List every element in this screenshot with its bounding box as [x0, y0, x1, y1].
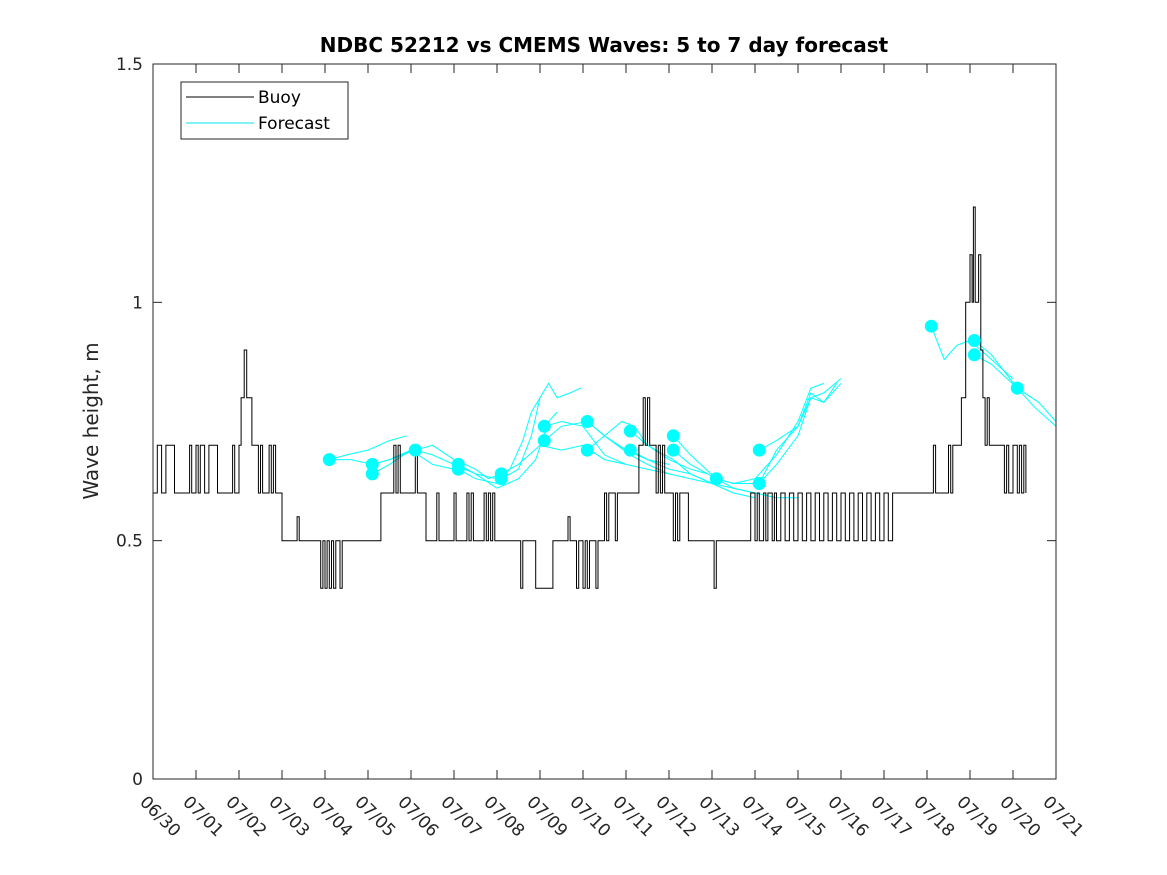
forecast-marker-9: [537, 434, 551, 448]
legend-label-buoy: Buoy: [258, 88, 301, 108]
forecast-run-line-18: [758, 378, 842, 484]
y-tick-label-2: 1: [132, 293, 143, 313]
forecast-run-line-20: [930, 326, 1014, 379]
y-axis-label: Wave height, m: [79, 342, 103, 499]
forecast-marker-2: [365, 467, 379, 481]
plot-area: [153, 64, 1056, 779]
forecast-marker-1: [365, 457, 379, 471]
chart-title: NDBC 52212 vs CMEMS Waves: 5 to 7 day fo…: [320, 33, 889, 57]
forecast-run-line-19: [759, 383, 842, 451]
legend-label-forecast: Forecast: [258, 114, 330, 134]
forecast-marker-10: [580, 443, 594, 457]
forecast-marker-0: [322, 453, 336, 467]
forecast-marker-15: [666, 443, 680, 457]
forecast-marker-14: [666, 429, 680, 443]
forecast-run-line-17: [716, 383, 838, 484]
forecast-run-line-7: [501, 382, 582, 480]
forecast-marker-17: [752, 477, 766, 490]
axes-frame: [152, 63, 1057, 780]
y-axis: 0 0.5 1 1.5: [116, 55, 1056, 790]
forecast-marker-7: [494, 467, 508, 481]
y-tick-label-0: 0: [132, 770, 143, 790]
forecast-marker-8: [537, 419, 551, 433]
forecast-marker-16: [709, 472, 723, 486]
legend: Buoy Forecast: [180, 81, 349, 140]
forecast-marker-20: [967, 334, 981, 347]
buoy-series-line: [153, 206, 1027, 589]
forecast-run-line-0: [329, 435, 407, 461]
forecast-marker-19: [924, 319, 938, 333]
forecast-run-line-11: [586, 420, 708, 475]
y-tick-label-3: 1.5: [116, 55, 143, 75]
forecast-run-line-14: [630, 449, 756, 499]
forecast-marker-12: [623, 424, 637, 438]
y-tick-label-1: 0.5: [116, 532, 143, 552]
series-layer: [153, 206, 1057, 589]
forecast-marker-13: [623, 443, 637, 457]
forecast-run-line-8: [501, 444, 627, 475]
forecast-marker-21: [967, 348, 981, 362]
forecast-marker-5: [451, 457, 465, 471]
forecast-marker-3: [408, 443, 422, 457]
forecast-marker-22: [1010, 381, 1024, 395]
legend-box: [180, 81, 349, 140]
forecast-marker-18: [752, 443, 766, 457]
forecast-run-line-9: [544, 420, 670, 475]
forecast-run-line-12: [586, 421, 713, 484]
forecast-marker-11: [580, 415, 594, 428]
